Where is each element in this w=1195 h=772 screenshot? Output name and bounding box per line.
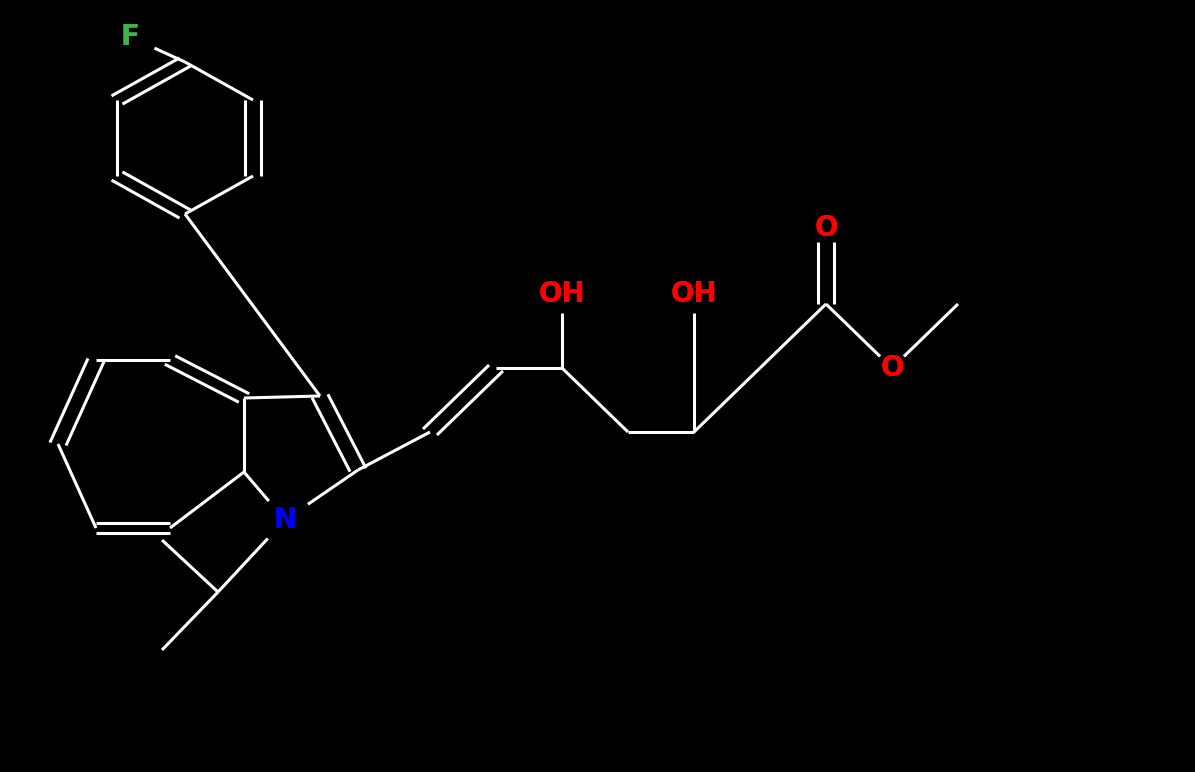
- Text: O: O: [814, 214, 838, 242]
- Bar: [115, 14, 145, 68]
- Text: N: N: [274, 506, 296, 534]
- Text: F: F: [121, 23, 140, 51]
- Text: O: O: [881, 354, 903, 382]
- Text: OH: OH: [539, 280, 586, 308]
- Text: OH: OH: [670, 280, 717, 308]
- Bar: [877, 345, 907, 399]
- Text: O: O: [881, 354, 903, 382]
- Bar: [811, 205, 841, 259]
- Bar: [270, 497, 300, 551]
- Text: N: N: [274, 506, 296, 534]
- Bar: [535, 271, 589, 325]
- Text: F: F: [121, 23, 140, 51]
- Text: OH: OH: [539, 280, 586, 308]
- Text: OH: OH: [670, 280, 717, 308]
- Bar: [667, 271, 721, 325]
- Text: O: O: [814, 214, 838, 242]
